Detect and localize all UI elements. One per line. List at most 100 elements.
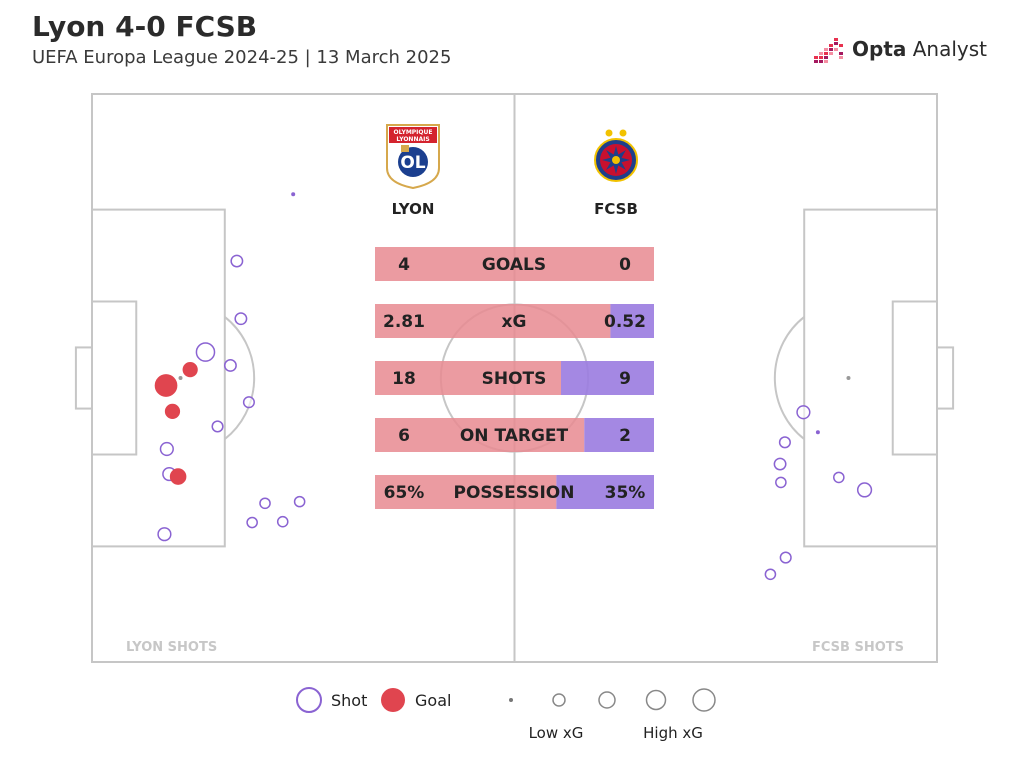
fcsb-shots <box>764 405 873 581</box>
logo-dot <box>839 44 843 47</box>
lyon-badge-circle <box>398 147 428 177</box>
stat-home-value: 2.81 <box>383 312 425 332</box>
logo-dot <box>829 48 833 51</box>
logo-dot <box>834 38 838 41</box>
away-team-name: FCSB <box>594 200 638 218</box>
stat-home-value: 6 <box>398 426 410 446</box>
stat-home-value: 65% <box>384 483 425 503</box>
stat-bar-away <box>584 418 654 452</box>
stat-home-value: 4 <box>398 255 410 275</box>
goal-marker <box>182 362 198 378</box>
legend-goal-marker <box>381 688 405 712</box>
shot-marker <box>211 420 224 433</box>
stat-bar-away <box>610 304 654 338</box>
shot-marker <box>779 551 792 564</box>
shot-marker <box>764 568 777 581</box>
legend-size-marker <box>598 691 616 709</box>
shot-marker <box>246 516 258 529</box>
legend-shot-marker <box>296 687 322 713</box>
fcsb-badge <box>594 129 638 182</box>
logo-dot <box>819 56 823 59</box>
shot-marker <box>276 515 289 528</box>
stat-label: xG <box>502 312 527 332</box>
left-goal <box>74 346 93 410</box>
legend: Shot Goal Low xG High xG <box>296 687 716 742</box>
stat-label: POSSESSION <box>454 483 575 503</box>
logo-dot <box>819 52 823 55</box>
lyon-badge-text-bottom: LYONNAIS <box>396 136 429 143</box>
goal-marker <box>154 374 178 397</box>
page-subtitle: UEFA Europa League 2024-25 | 13 March 20… <box>32 47 452 68</box>
legend-high-xg-label: High xG <box>643 724 703 742</box>
stat-row: 18 SHOTS 9 <box>375 361 654 395</box>
shot-marker <box>291 192 296 197</box>
lyon-badge-initials: OL <box>400 153 425 173</box>
brand-name: Opta Analyst <box>852 37 987 61</box>
fcsb-badge-star <box>619 129 627 137</box>
lyon-shots <box>154 192 306 542</box>
fcsb-badge-center <box>612 156 620 164</box>
stat-label: GOALS <box>482 255 546 275</box>
shot-marker <box>259 497 271 510</box>
stat-bar-home <box>375 361 561 395</box>
lyon-badge-text-top: OLYMPIQUE <box>393 129 432 136</box>
logo-dot <box>829 52 833 55</box>
logo-dot <box>819 60 823 63</box>
goal-marker <box>169 468 187 485</box>
shot-marker <box>293 495 306 508</box>
stat-home-value: 18 <box>392 369 416 389</box>
legend-goal-label: Goal <box>415 691 451 710</box>
logo-dot <box>829 44 833 47</box>
shot-marker <box>778 436 791 449</box>
legend-size-marker <box>552 693 566 707</box>
shot-marker <box>833 471 845 484</box>
stat-away-value: 0.52 <box>604 312 646 332</box>
legend-size-marker <box>509 698 513 702</box>
stat-row: 6 ON TARGET 2 <box>375 418 654 452</box>
shot-marker <box>815 430 820 435</box>
stat-bar-home <box>375 304 611 338</box>
away-shots-label: FCSB SHOTS <box>812 640 904 655</box>
shot-marker <box>775 476 787 489</box>
logo-dot <box>814 60 818 63</box>
stat-away-value: 2 <box>619 426 631 446</box>
left-penalty-arc <box>224 316 256 440</box>
logo-dot <box>824 48 828 51</box>
logo-dot <box>824 52 828 55</box>
right-penalty-box <box>803 208 939 548</box>
logo-dot <box>834 42 838 45</box>
stat-bar-home <box>375 247 654 281</box>
fcsb-badge-star <box>605 129 613 137</box>
stat-bar-away <box>556 475 654 509</box>
legend-size-marker <box>692 688 716 712</box>
shot-marker <box>223 359 237 372</box>
stat-bar-home <box>375 475 557 509</box>
stat-away-value: 35% <box>605 483 646 503</box>
shot-marker <box>230 254 244 268</box>
page-title: Lyon 4-0 FCSB <box>32 10 258 43</box>
opta-logo-icon <box>814 38 843 63</box>
logo-dot <box>839 56 843 59</box>
goal-marker <box>164 403 181 420</box>
home-shots-label: LYON SHOTS <box>126 640 217 655</box>
left-six-yard-box <box>91 300 138 456</box>
right-six-yard-box <box>891 300 939 456</box>
logo-dot <box>834 48 838 51</box>
shot-marker <box>234 312 248 326</box>
legend-low-xg-label: Low xG <box>529 724 584 742</box>
home-team-name: LYON <box>392 200 435 218</box>
left-penalty-spot <box>178 376 183 380</box>
stat-bar-away <box>561 361 654 395</box>
stat-away-value: 0 <box>619 255 631 275</box>
legend-size-marker <box>645 689 667 711</box>
stat-row: 65% POSSESSION 35% <box>375 475 654 509</box>
right-penalty-spot <box>846 376 851 380</box>
stat-bar-home <box>375 418 585 452</box>
shot-marker <box>242 396 255 409</box>
shot-marker <box>796 405 811 420</box>
logo-dot <box>839 52 843 55</box>
stat-row: 4 GOALS 0 <box>375 247 654 281</box>
